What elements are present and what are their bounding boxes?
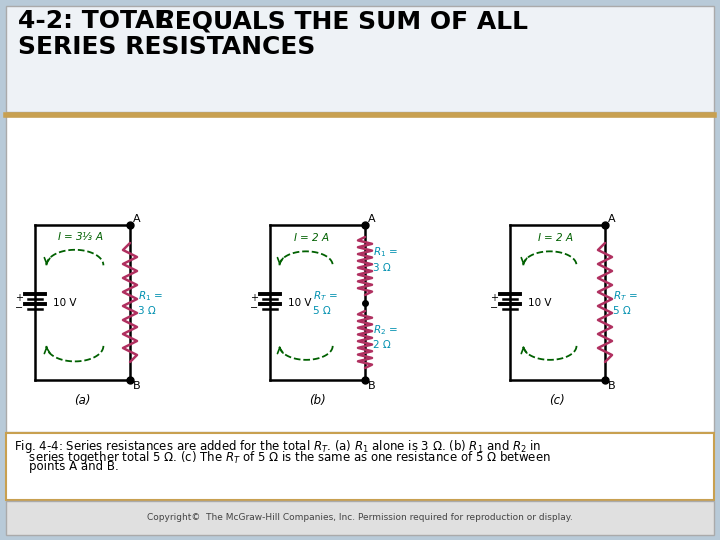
Text: $R_T$ =
5 Ω: $R_T$ = 5 Ω [613, 289, 638, 316]
Text: A: A [368, 214, 376, 224]
Text: points A and B.: points A and B. [14, 460, 119, 473]
Text: A: A [608, 214, 616, 224]
Text: B: B [608, 381, 616, 391]
Text: $I$ = 2 A: $I$ = 2 A [536, 231, 573, 244]
Text: −: − [490, 303, 498, 313]
Text: $I$ = 2 A: $I$ = 2 A [293, 231, 330, 244]
Text: R: R [155, 9, 174, 33]
Text: $R_1$ =
3 Ω: $R_1$ = 3 Ω [138, 289, 163, 316]
Text: EQUALS THE SUM OF ALL: EQUALS THE SUM OF ALL [166, 9, 528, 33]
Text: $R_2$ =
2 Ω: $R_2$ = 2 Ω [373, 323, 398, 350]
Text: SERIES RESISTANCES: SERIES RESISTANCES [18, 35, 315, 59]
Text: Fig. 4-4: Series resistances are added for the total $R_T$. (a) $R_1$ alone is 3: Fig. 4-4: Series resistances are added f… [14, 438, 541, 455]
Text: 10 V: 10 V [288, 298, 312, 308]
Text: +: + [250, 293, 258, 303]
Text: −: − [250, 303, 258, 313]
Text: A: A [133, 214, 140, 224]
Bar [6, 116, 714, 432]
Text: +: + [490, 293, 498, 303]
Text: Copyright©  The McGraw-Hill Companies, Inc. Permission required for reproduction: Copyright© The McGraw-Hill Companies, In… [147, 514, 573, 523]
Text: −: − [15, 303, 23, 313]
Text: B: B [133, 381, 140, 391]
Text: $R_T$ =
5 Ω: $R_T$ = 5 Ω [313, 289, 338, 316]
Bar [6, 6, 714, 112]
Bar [6, 433, 714, 500]
Text: (c): (c) [549, 394, 565, 407]
Text: $R_1$ =
3 Ω: $R_1$ = 3 Ω [373, 246, 398, 273]
Text: (a): (a) [73, 394, 90, 407]
Text: 10 V: 10 V [53, 298, 76, 308]
Text: $I$ = 3⅓ A: $I$ = 3⅓ A [57, 230, 103, 242]
Text: 10 V: 10 V [528, 298, 552, 308]
Bar [6, 501, 714, 535]
Text: series together total 5 Ω. (c) The $R_T$ of 5 Ω is the same as one resistance of: series together total 5 Ω. (c) The $R_T$… [14, 449, 551, 466]
Text: (b): (b) [309, 394, 325, 407]
Text: B: B [368, 381, 376, 391]
Text: +: + [15, 293, 23, 303]
Text: 4-2: TOTAL: 4-2: TOTAL [18, 9, 179, 33]
